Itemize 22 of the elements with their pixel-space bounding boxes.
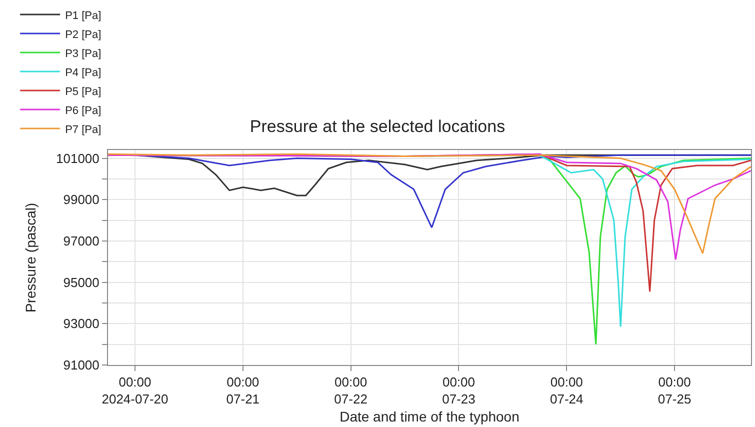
legend-label: P7 [Pa] xyxy=(65,124,102,136)
legend-label: P6 [Pa] xyxy=(65,104,102,117)
x-tick-label: 00:00 2024-07-20 xyxy=(102,374,168,406)
x-axis-title: Date and time of the typhoon xyxy=(340,408,520,424)
legend-label: P4 [Pa] xyxy=(65,66,102,79)
y-tick-label: 101000 xyxy=(56,150,100,166)
legend-label: P3 [Pa] xyxy=(65,48,102,60)
chart-title: Pressure at the selected locations xyxy=(250,117,506,136)
y-tick-label: 93000 xyxy=(63,316,100,332)
legend-label: P1 [Pa] xyxy=(65,10,102,22)
x-tick-label: 00:00 07-25 xyxy=(658,374,692,406)
legend-label: P5 [Pa] xyxy=(65,86,102,98)
y-tick-label: 97000 xyxy=(63,234,100,249)
x-tick-label: 00:00 07-21 xyxy=(226,374,260,406)
y-axis-title: Pressure (pascal) xyxy=(22,202,38,312)
x-tick-label: 00:00 07-22 xyxy=(334,374,368,406)
legend-label: P2 [Pa] xyxy=(65,28,102,41)
y-tick-label: 91000 xyxy=(63,358,100,373)
x-tick-label: 00:00 07-24 xyxy=(550,374,584,406)
x-tick-label: 00:00 07-23 xyxy=(442,374,476,406)
y-tick-label: 95000 xyxy=(63,274,100,290)
y-tick-label: 99000 xyxy=(63,192,100,208)
